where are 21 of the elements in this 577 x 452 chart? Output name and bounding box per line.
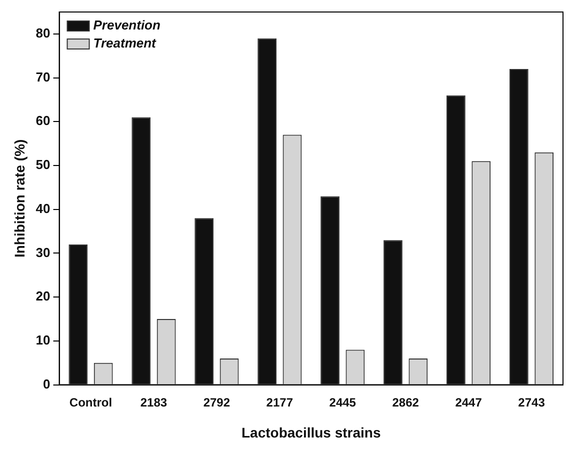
x-tick-label: Control xyxy=(69,395,112,410)
x-tick-label: 2177 xyxy=(266,395,294,410)
y-tick-label: 30 xyxy=(36,244,50,260)
x-tick-label: 2183 xyxy=(140,395,168,410)
x-tick-label: 2862 xyxy=(392,395,420,410)
legend-label: Prevention xyxy=(93,18,161,33)
y-tick-label: 10 xyxy=(36,332,50,348)
y-tick-label: 0 xyxy=(43,376,50,392)
y-tick-label: 40 xyxy=(36,200,50,216)
x-tick-label: 2792 xyxy=(203,395,230,410)
y-axis-title: Inhibition rate (%) xyxy=(11,139,28,258)
x-tick-label: 2447 xyxy=(455,395,482,410)
legend-label: Treatment xyxy=(93,36,157,51)
y-tick-label: 50 xyxy=(36,157,50,172)
y-tick-label: 60 xyxy=(36,113,50,128)
x-tick-label: 2743 xyxy=(518,395,546,410)
x-tick-label: 2445 xyxy=(329,395,356,410)
y-tick-label: 70 xyxy=(36,69,50,84)
x-axis-title: Lactobacillus strains xyxy=(241,424,381,440)
y-tick-label: 20 xyxy=(36,288,50,304)
y-tick-label: 80 xyxy=(36,26,50,41)
